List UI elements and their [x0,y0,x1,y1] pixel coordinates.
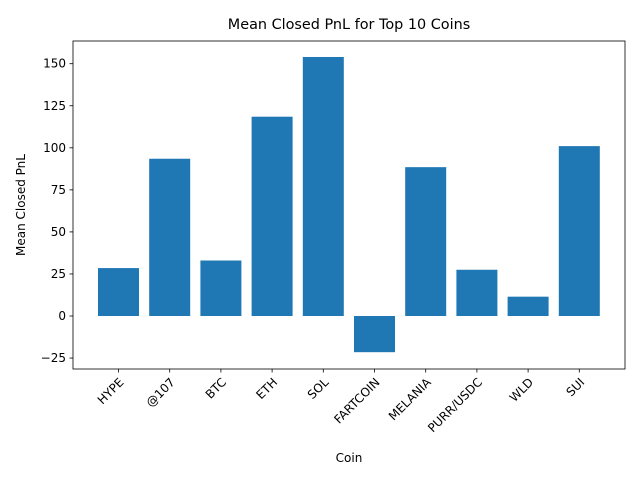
y-axis-label: Mean Closed PnL [14,154,28,256]
y-axis-ticks: −25 0 25 50 75 100 125 150 [41,57,73,365]
x-axis-label: Coin [336,451,363,465]
y-tick-label: 50 [51,225,66,239]
bar-btc [200,260,242,317]
bar-eth [251,116,293,317]
axes-frame [72,40,626,370]
bar-sol [302,56,344,317]
bars-group [98,56,600,353]
bar-sui [558,146,600,317]
bar--107 [149,158,191,317]
y-tick-label: 100 [43,141,66,155]
y-tick-label: 150 [43,57,66,71]
bar-melania [405,167,447,317]
y-tick-label: 75 [51,183,66,197]
bar-purr-usdc [456,269,498,317]
chart-title: Mean Closed PnL for Top 10 Coins [228,17,470,33]
y-tick-label: 0 [58,309,66,323]
y-tick-label: −25 [41,351,66,365]
y-tick-label: 25 [51,267,66,281]
bar-hype [98,268,139,317]
y-tick-label: 125 [43,99,66,113]
bar-fartcoin [354,316,395,353]
bar-wld [507,296,549,317]
